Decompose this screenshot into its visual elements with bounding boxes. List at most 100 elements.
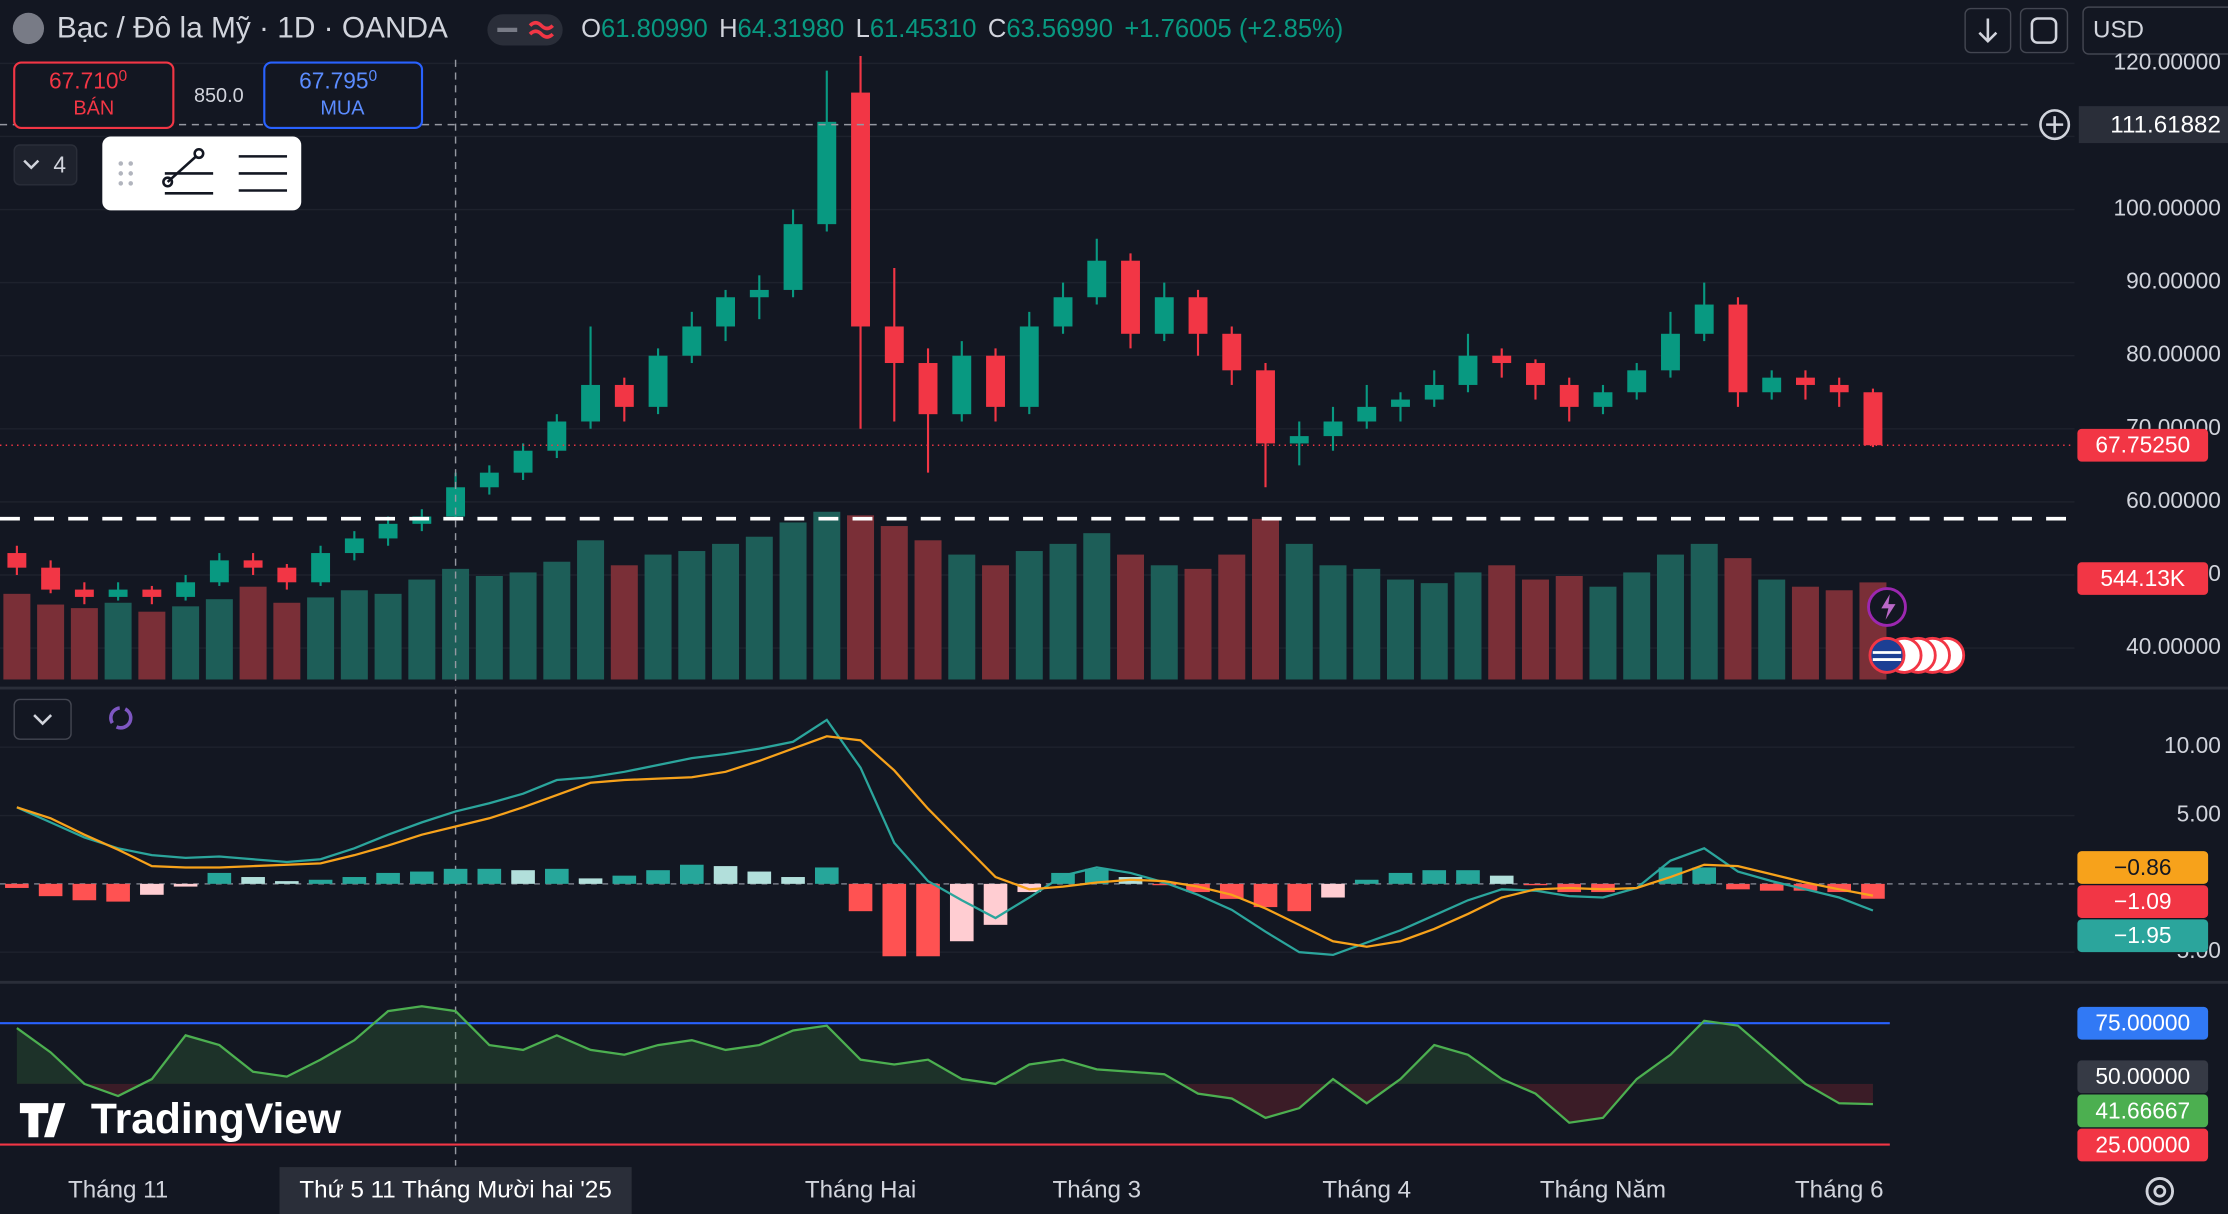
candle-body [74, 589, 94, 597]
candle-body [344, 538, 364, 554]
ohlc-value: 61.45310 [870, 15, 977, 43]
menu-icon[interactable] [238, 155, 288, 192]
x-tick-label: Tháng 6 [1795, 1177, 1884, 1204]
histogram-bar [38, 883, 63, 897]
histogram-bar [612, 875, 637, 884]
sell-price: 67.7100 [49, 67, 127, 93]
histogram-bar [713, 866, 738, 884]
volume-bar [1521, 579, 1549, 680]
buy-button[interactable] [263, 61, 424, 130]
histogram-bar [207, 872, 232, 884]
fullscreen-icon [2030, 17, 2058, 44]
volume-bar [408, 579, 436, 680]
histogram-bar [1726, 883, 1750, 890]
refresh-icon[interactable] [109, 706, 133, 730]
sell-button[interactable] [13, 61, 175, 130]
chevron-icon [33, 714, 53, 726]
candle-body [1694, 304, 1714, 334]
candle-body [952, 355, 972, 415]
candle-body [1829, 384, 1849, 393]
candle-body [614, 384, 634, 407]
volume-bar [1353, 568, 1381, 680]
ohlc-legend: O61.80990 H64.31980 L61.45310 C63.56990 +1.7… [581, 15, 1343, 43]
candle-body [1256, 370, 1275, 444]
candle-body [986, 355, 1005, 407]
volume-bar [205, 599, 233, 680]
candle-body [176, 582, 196, 597]
candle-body [1053, 297, 1073, 327]
volume-bar [1184, 568, 1212, 680]
current-price-label: 67.75250 [2095, 432, 2190, 458]
download-icon [1978, 18, 1998, 44]
volume-bar [1150, 565, 1178, 680]
y-tick-label: 75.00000 [2095, 1010, 2190, 1036]
volume-bar [138, 611, 166, 680]
series-last-label-box [2077, 851, 2209, 884]
y-tick-label: 60.00000 [2126, 487, 2221, 513]
volume-bar [1319, 565, 1347, 680]
layers-count: 4 [53, 151, 66, 177]
crosshair-date-label: Thứ 5 11 Tháng Mười hai '25 [299, 1177, 611, 1204]
buy-price-main: 67.795 [299, 67, 368, 93]
trend-tool-icon[interactable] [162, 147, 214, 195]
add-alert-plus [2046, 116, 2064, 134]
collapse-button[interactable] [13, 698, 72, 740]
volume-bar [678, 551, 706, 680]
volume-bar [610, 565, 638, 680]
candle-body [1863, 392, 1883, 446]
series-last-label-box [2077, 1094, 2209, 1128]
ohlc-key: O [581, 15, 601, 43]
histogram-bar [545, 868, 569, 884]
candle-body [1492, 355, 1512, 364]
histogram-bar [848, 883, 873, 912]
volume-bar [1049, 543, 1077, 680]
fullscreen-button[interactable] [2019, 7, 2069, 54]
y-tick-label: 10.00 [2164, 732, 2221, 758]
y-tick-label-box [2077, 1060, 2209, 1094]
y-tick-label: 120.00000 [2114, 48, 2221, 74]
candle-body [1289, 436, 1309, 444]
candle-body [716, 297, 736, 327]
y-tick-label-box [2077, 1128, 2209, 1162]
volume-bar [847, 515, 875, 680]
volume-bar [745, 536, 773, 680]
candle-body [1796, 377, 1815, 385]
candle-body [378, 523, 398, 539]
currency-select[interactable] [2082, 6, 2228, 55]
volume-bar [1488, 565, 1516, 680]
histogram-bar [241, 877, 265, 884]
candle-body [884, 326, 904, 364]
candle-body [1728, 304, 1748, 393]
volume-bar [1386, 579, 1414, 680]
histogram-bar [679, 864, 704, 884]
histogram-bar [1489, 875, 1514, 884]
candle-body [1154, 297, 1174, 334]
area-above [16, 1006, 1806, 1084]
crosshair-price-label: 111.61882 [2110, 111, 2221, 138]
histogram-bar [72, 883, 97, 901]
volume-bar [1285, 543, 1313, 680]
histogram-bar [882, 883, 907, 957]
volume-bar [1791, 586, 1819, 680]
candle-body [311, 553, 331, 583]
symbol-title: Bạc / Đô la Mỹ · 1D · OANDA [57, 12, 448, 45]
layers-button[interactable] [13, 144, 78, 186]
histogram-bar [1658, 867, 1683, 884]
x-tick-label: Tháng 3 [1052, 1177, 1141, 1204]
volume-bar [1420, 583, 1448, 680]
volume-bar [644, 554, 672, 680]
histogram-bar [1523, 883, 1548, 886]
buy-price: 67.7950 [299, 67, 377, 93]
candle-body [1661, 333, 1680, 371]
candle-body [277, 567, 297, 583]
y-tick-label: 25.00000 [2095, 1131, 2190, 1157]
series-line [16, 718, 1874, 957]
economic-events[interactable] [1868, 636, 1966, 674]
histogram-bar [410, 871, 434, 884]
candle-body [1323, 421, 1343, 437]
histogram-bar [781, 877, 805, 884]
settings-icon[interactable] [2145, 1177, 2175, 1206]
volume-bar [1083, 533, 1111, 680]
